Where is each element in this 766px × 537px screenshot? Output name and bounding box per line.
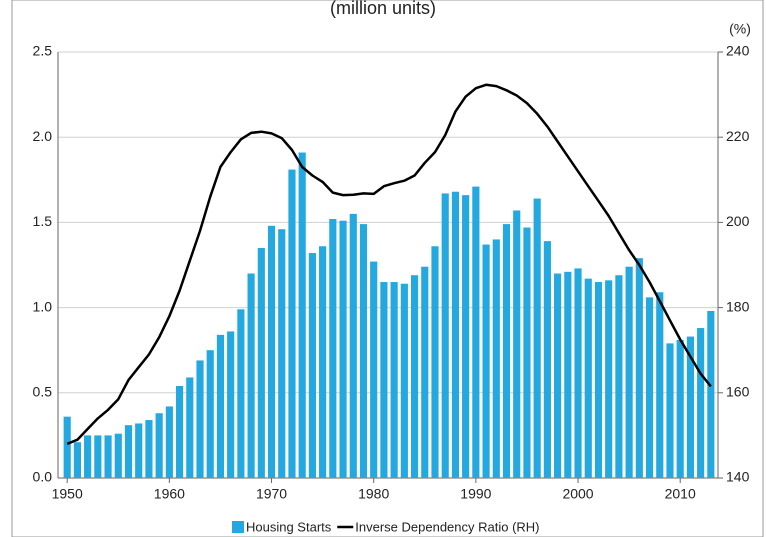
legend-label: Inverse Dependency Ratio (RH) (355, 519, 539, 534)
bar (605, 280, 613, 478)
bar (104, 435, 112, 478)
y2-tick-label: 220 (726, 128, 750, 144)
bar (370, 261, 378, 478)
bar (697, 328, 705, 478)
bar (451, 191, 460, 478)
bar (615, 275, 623, 478)
bar (400, 283, 408, 478)
bar (431, 246, 439, 478)
x-tick-label: 1960 (154, 486, 185, 502)
bar (319, 246, 327, 478)
bar (482, 244, 490, 478)
bar (625, 266, 633, 478)
bar (543, 241, 551, 478)
x-tick-label: 1950 (52, 486, 83, 502)
y-tick-label: 0.0 (33, 469, 53, 485)
bar (676, 339, 684, 478)
bar (94, 435, 102, 478)
bar (73, 442, 81, 478)
x-tick-label: 1980 (358, 486, 389, 502)
bar (574, 268, 582, 478)
bar (135, 423, 143, 478)
bar (288, 169, 296, 479)
bar (176, 385, 184, 478)
bar (564, 271, 572, 478)
bar (462, 195, 470, 479)
bar (707, 311, 715, 478)
bar (492, 239, 500, 478)
y2-tick-label: 200 (726, 213, 750, 229)
bar (359, 224, 368, 478)
x-tick-label: 2000 (562, 486, 593, 502)
bar (237, 309, 245, 478)
bar (390, 282, 398, 478)
bar (584, 278, 592, 478)
bar (155, 413, 163, 478)
bar (267, 225, 276, 478)
bar (124, 425, 133, 478)
bar (686, 336, 694, 478)
bar (298, 152, 306, 478)
bar (441, 193, 449, 478)
bar (227, 331, 235, 478)
y-tick-label: 0.5 (33, 384, 53, 400)
bar (216, 334, 225, 478)
bar (502, 224, 511, 478)
bar (308, 253, 316, 478)
bar (645, 297, 654, 478)
bar (533, 198, 541, 478)
x-tick-label: 1970 (256, 486, 287, 502)
y2-tick-label: 240 (726, 43, 750, 59)
bar (421, 266, 429, 478)
bar (278, 229, 286, 478)
bar (635, 258, 643, 478)
bar (165, 406, 173, 478)
bar (513, 210, 521, 479)
y-tick-label: 2.5 (33, 43, 53, 59)
bar (206, 350, 214, 478)
y-tick-label: 2.0 (33, 128, 53, 144)
bar (594, 282, 603, 478)
bar (63, 416, 71, 478)
bar (196, 360, 204, 478)
x-tick-label: 2010 (665, 486, 696, 502)
bar (339, 220, 347, 479)
bar (554, 273, 562, 478)
bar (666, 343, 674, 478)
legend-swatch (232, 521, 244, 533)
y2-tick-label: 180 (726, 298, 750, 314)
bar (472, 186, 480, 478)
bar (247, 273, 255, 478)
bar (329, 218, 337, 478)
y-tick-label: 1.0 (33, 298, 53, 314)
bar (145, 420, 153, 478)
bar (349, 213, 357, 478)
bar (523, 227, 531, 478)
legend-label: Housing Starts (246, 519, 332, 534)
bar (410, 275, 419, 478)
y-tick-label: 1.5 (33, 213, 53, 229)
chart-frame (11, 0, 764, 537)
y2-tick-label: 160 (726, 384, 750, 400)
bar (186, 377, 194, 478)
line (66, 83, 712, 446)
y2-axis-label: (%) (729, 21, 751, 37)
bar (380, 282, 388, 478)
bar (257, 247, 265, 478)
bar (656, 292, 664, 478)
bar (114, 433, 122, 478)
chart-title: (million units) (330, 0, 436, 18)
x-tick-label: 1990 (460, 486, 491, 502)
bar (84, 435, 92, 478)
y2-tick-label: 140 (726, 469, 750, 485)
